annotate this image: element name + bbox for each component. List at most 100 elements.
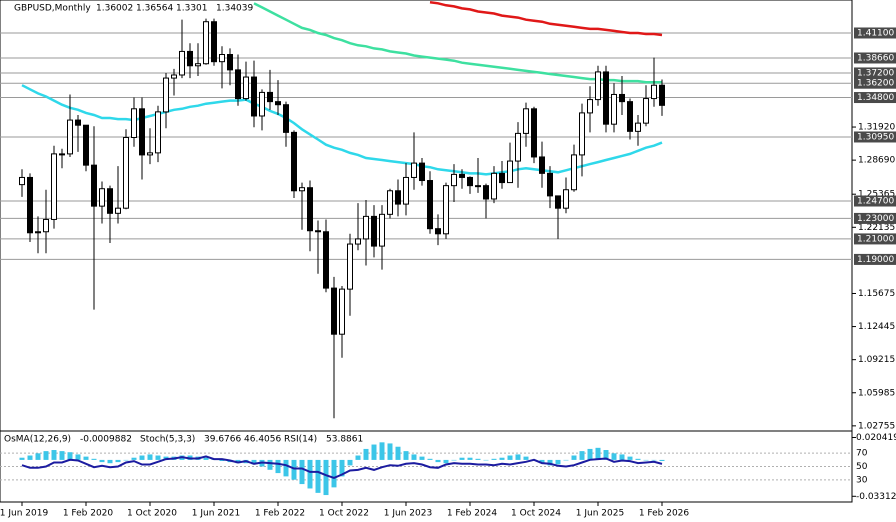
- level-label: 1.38660: [857, 53, 894, 63]
- osma-bar: [67, 452, 73, 460]
- osma-bar: [459, 457, 465, 460]
- x-tick-label: 1 Oct 2022: [319, 509, 369, 519]
- candle-body: [627, 101, 633, 132]
- osma-bar: [315, 459, 321, 493]
- candle-body: [267, 91, 273, 103]
- x-tick-label: 1 Feb 2020: [63, 509, 114, 519]
- rsi-tick-label: 70: [856, 449, 868, 459]
- osma-bar: [499, 457, 505, 460]
- osma-bar: [587, 448, 593, 460]
- level-box: [854, 67, 896, 79]
- candle-body: [147, 152, 153, 156]
- header: GBPUSD,Monthly 1.36002 1.36564 1.3301 1.…: [14, 4, 253, 14]
- candle-body: [179, 50, 185, 76]
- x-tick-label: 1 Jun 2025: [576, 509, 624, 519]
- osma-bar: [619, 454, 625, 460]
- candle-body: [307, 187, 313, 232]
- candle-body: [635, 122, 641, 132]
- level-label: 1.41100: [857, 28, 894, 38]
- candle-body: [35, 231, 41, 234]
- x-tick-label: 1 Oct 2020: [127, 509, 177, 519]
- osma-tick-label: 0.020419: [856, 433, 896, 443]
- osma-bar: [571, 455, 577, 460]
- candle-body: [27, 176, 33, 234]
- candle-body: [139, 108, 145, 156]
- level-label: 1.36200: [857, 79, 894, 89]
- candle-body: [427, 180, 433, 230]
- osma-bar: [347, 459, 353, 466]
- candle-body: [611, 93, 617, 125]
- osma-bar: [35, 453, 41, 460]
- osma-bar: [515, 454, 521, 460]
- candle-body: [483, 185, 489, 200]
- candle-body: [603, 71, 609, 125]
- candle-body: [203, 21, 209, 65]
- osma-bar: [507, 455, 513, 460]
- candle-body: [451, 173, 457, 187]
- candle-body: [187, 50, 193, 67]
- osma-bar: [267, 459, 273, 470]
- candle-body: [323, 231, 329, 289]
- candle-body: [259, 91, 265, 117]
- open: 1.36002: [96, 4, 133, 14]
- level-box: [854, 77, 896, 89]
- osma-bar: [75, 454, 81, 460]
- candle-body: [515, 132, 521, 162]
- level-box: [854, 131, 896, 143]
- osma-bar: [651, 459, 657, 461]
- osma-bar: [603, 450, 609, 460]
- candle-body: [475, 185, 481, 188]
- close: 1.34039: [216, 4, 253, 14]
- y-tick-label: 1.12445: [858, 322, 895, 332]
- ma-line: [429, 1, 663, 37]
- osma-bar: [371, 444, 377, 460]
- candle-body: [75, 119, 81, 126]
- y-tick-label: 1.02755: [858, 421, 895, 431]
- x-tick-label: 1 Feb 2022: [255, 509, 305, 519]
- candle-body: [275, 101, 281, 106]
- osma-bar: [491, 458, 497, 460]
- osma-bar: [139, 455, 145, 460]
- candle-body: [51, 153, 57, 220]
- osma-bar: [627, 456, 633, 460]
- level-label: 1.19000: [857, 255, 894, 265]
- level-box: [854, 92, 896, 104]
- x-tick-label: 1 Jun 2023: [384, 509, 432, 519]
- osma-bar: [579, 451, 585, 460]
- candle-body: [171, 74, 177, 79]
- candle-body: [419, 162, 425, 182]
- osma-bar: [483, 459, 489, 461]
- candle-body: [459, 173, 465, 178]
- osma-bar: [331, 459, 337, 488]
- rsi-last: 53.8861: [326, 435, 363, 445]
- level-label: 1.30950: [857, 132, 894, 142]
- candle-body: [347, 243, 353, 290]
- osma-bar: [115, 459, 121, 463]
- level-label: 1.24700: [857, 197, 894, 207]
- osma-bar: [91, 458, 97, 460]
- candle-body: [355, 238, 361, 245]
- osma-bar: [83, 456, 89, 460]
- y-tick-label: 1.25365: [858, 190, 895, 200]
- indicator-header: OsMA(12,26,9) -0.0009882 Stoch(5,3,3) 39…: [4, 435, 363, 445]
- osma-bar: [283, 459, 289, 477]
- candle-body: [163, 77, 169, 113]
- osma-bar: [363, 448, 369, 460]
- candle-body: [467, 176, 473, 187]
- osma-bar: [403, 451, 409, 460]
- candle-body: [315, 230, 321, 233]
- candle-body: [395, 190, 401, 205]
- level-box: [854, 52, 896, 64]
- candle-body: [499, 172, 505, 184]
- rsi-tick-label: 50: [856, 462, 868, 472]
- low: 1.3301: [176, 4, 208, 14]
- stoch-signal: 46.4056: [244, 435, 281, 445]
- candle-body: [539, 156, 545, 174]
- rsi-line: [21, 455, 663, 479]
- candle-body: [107, 188, 113, 214]
- candle-body: [59, 153, 65, 156]
- level-label: 1.21000: [857, 234, 894, 244]
- level-label: 1.23000: [857, 214, 894, 224]
- rsi-tick-label: 30: [856, 475, 868, 485]
